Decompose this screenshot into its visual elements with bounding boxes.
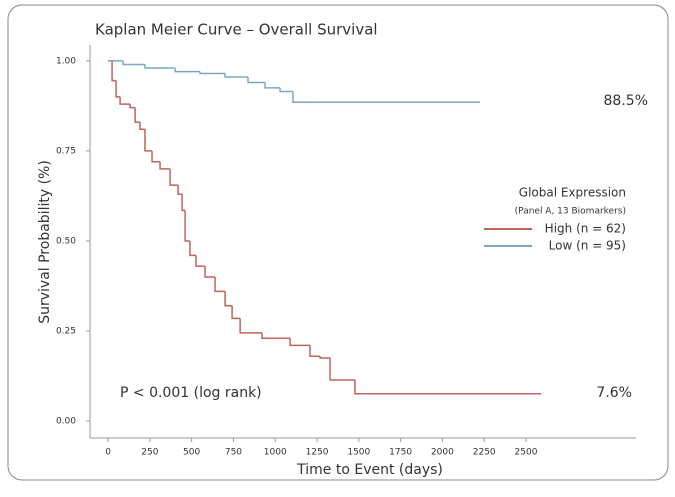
survival-step <box>199 71 226 75</box>
survival-step <box>264 82 281 89</box>
x-tick-label: 1750 <box>389 448 412 458</box>
survival-step <box>122 60 146 66</box>
chart-title: Kaplan Meier Curve – Overall Survival <box>95 21 378 39</box>
survival-step <box>224 291 233 307</box>
survival-step <box>115 80 121 98</box>
survival-step <box>151 150 161 163</box>
y-tick-label: 1.00 <box>56 56 76 66</box>
x-tick-label: 250 <box>141 448 158 458</box>
annotation: 7.6% <box>596 385 632 401</box>
survival-step <box>224 73 248 78</box>
x-tick-label: 1250 <box>306 448 329 458</box>
x-tick-label: 1000 <box>264 448 287 458</box>
y-tick-label: 0.25 <box>56 327 76 337</box>
survival-step <box>214 276 226 293</box>
frame <box>7 4 669 481</box>
survival-step <box>184 210 190 242</box>
survival-step <box>279 87 293 93</box>
survival-step <box>139 122 146 131</box>
y-tick-label: 0.50 <box>56 236 76 246</box>
survival-step <box>129 104 136 109</box>
survival-step <box>111 60 117 82</box>
x-tick-label: 500 <box>183 448 200 458</box>
x-tick-label: 1500 <box>347 448 370 458</box>
legend-subtitle: (Panel A, 13 Biomarkers) <box>515 207 626 217</box>
annotation: 88.5% <box>604 93 648 109</box>
y-tick-label: 0.00 <box>56 417 76 427</box>
x-tick-label: 2250 <box>473 448 496 458</box>
survival-step <box>247 77 266 84</box>
legend-label: Low (n = 95) <box>549 239 626 253</box>
survival-step <box>134 107 140 123</box>
survival-step <box>195 255 206 267</box>
survival-step <box>329 358 355 381</box>
survival-step <box>231 305 241 320</box>
survival-step <box>144 129 153 152</box>
y-axis-label: Survival Probability (%) <box>37 160 53 324</box>
survival-step <box>319 356 331 359</box>
survival-step <box>354 380 542 395</box>
survival-step <box>119 96 131 105</box>
x-tick-label: 2500 <box>515 448 538 458</box>
survival-step <box>169 168 179 186</box>
y-tick-label: 0.75 <box>56 146 76 156</box>
x-tick-label: 0 <box>105 448 111 458</box>
survival-step <box>181 194 186 212</box>
x-tick-label: 2000 <box>431 448 454 458</box>
survival-step <box>177 185 183 195</box>
survival-step <box>159 161 171 170</box>
survival-step <box>174 68 201 73</box>
survival-step <box>289 338 311 347</box>
survival-step <box>189 240 196 257</box>
legend-title: Global Expression <box>519 186 626 200</box>
survival-step <box>292 91 481 104</box>
survival-step <box>261 332 291 339</box>
annotation: P < 0.001 (log rank) <box>120 385 262 401</box>
survival-step <box>309 345 321 357</box>
legend-label: High (n = 62) <box>545 222 626 236</box>
x-tick-label: 750 <box>225 448 242 458</box>
survival-step <box>204 266 216 278</box>
x-axis-label: Time to Event (days) <box>296 462 443 478</box>
survival-step <box>144 64 176 69</box>
survival-step <box>239 318 263 334</box>
